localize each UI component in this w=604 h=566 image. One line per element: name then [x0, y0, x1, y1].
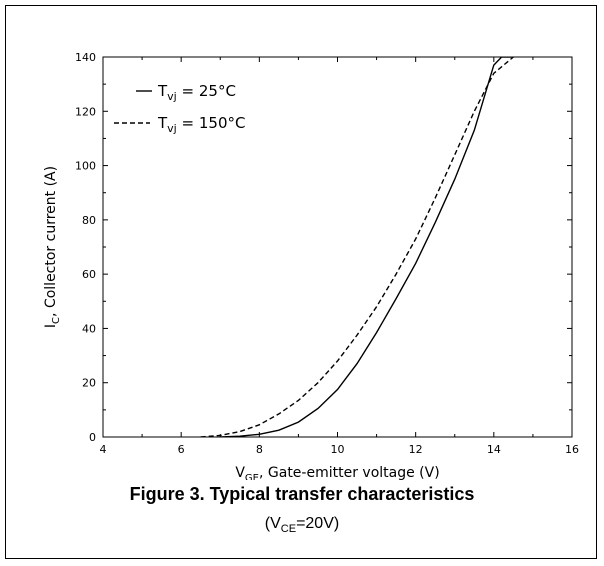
y-tick-label: 120	[75, 105, 96, 118]
series-layer	[200, 57, 514, 437]
x-axis-label: VGE, Gate-emitter voltage (V)	[235, 465, 439, 480]
x-tick-label: 6	[178, 443, 185, 456]
legend-label-2: Tvj = 150°C	[157, 114, 245, 135]
x-tick-label: 8	[256, 443, 263, 456]
plot-area-border	[102, 56, 573, 438]
x-tick-label: 14	[487, 443, 501, 456]
y-tick-label: 80	[82, 214, 96, 227]
y-tick-label: 140	[75, 51, 96, 64]
x-tick-label: 10	[331, 443, 345, 456]
y-tick-label: 0	[89, 431, 96, 444]
x-tick-label: 4	[100, 443, 107, 456]
series-line-1	[220, 57, 514, 437]
legend-label-1: Tvj = 25°C	[157, 82, 236, 103]
x-tick-label: 12	[409, 443, 423, 456]
x-tick-label: 16	[565, 443, 579, 456]
series-line-2	[200, 57, 514, 437]
ticks-layer: 4 6 8 10 12 14 16 0 20 40 60 80 100 120 140	[75, 51, 579, 456]
transfer-characteristics-chart: 4 6 8 10 12 14 16 0 20 40 60 80 100 120 140 Tvj = 25°C…	[43, 51, 579, 480]
figure-caption-title: Figure 3. Typical transfer characteristi…	[129, 484, 475, 504]
y-tick-label: 20	[82, 377, 96, 390]
y-axis-label: IC, Collector current (A)	[43, 166, 62, 328]
figure-frame	[5, 5, 597, 559]
figure-caption-condition: (VCE=20V)	[264, 515, 340, 536]
legend: Tvj = 25°C Tvj = 150°C	[114, 82, 245, 135]
y-tick-label: 60	[82, 268, 96, 281]
y-tick-label: 100	[75, 160, 96, 173]
y-tick-label: 40	[82, 322, 96, 335]
